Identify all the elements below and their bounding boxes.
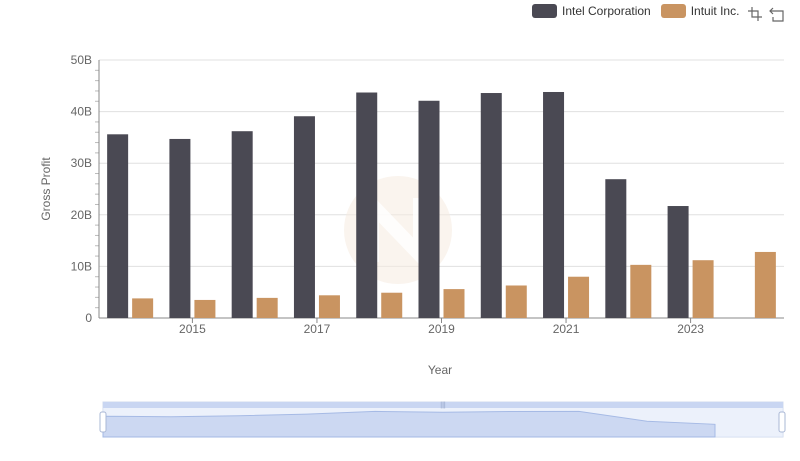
bar-intel-2017[interactable] <box>293 116 315 318</box>
bar-intel-2022[interactable] <box>605 179 627 318</box>
slider-grip-icon[interactable]: ||| <box>440 402 446 409</box>
bar-intel-2016[interactable] <box>231 131 253 318</box>
x-axis-label: Year <box>428 363 452 377</box>
y-axis-label: Gross Profit <box>39 157 53 221</box>
bar-intel-2019[interactable] <box>418 100 440 318</box>
bar-intel-2015[interactable] <box>169 138 191 318</box>
y-tick-label: 50B <box>71 53 92 67</box>
x-tick-label: 2015 <box>179 322 206 336</box>
axes: 0 10B 20B 30B 40B 50B 2015 2017 2019 2021 2023 <box>71 53 784 336</box>
slider-top-bar[interactable] <box>103 402 783 408</box>
slider-preview-area <box>102 410 716 438</box>
legend-swatch-intel <box>532 4 557 18</box>
bar-intuit-2019[interactable] <box>443 289 465 318</box>
legend-label-intuit: Intuit Inc. <box>690 4 740 18</box>
y-tick-label: 40B <box>71 105 92 119</box>
x-tick-label: 2021 <box>553 322 580 336</box>
toolbox <box>747 6 791 22</box>
bar-intuit-2018[interactable] <box>381 292 403 318</box>
bar-intuit-2021[interactable] <box>568 276 590 318</box>
bar-intel-2023[interactable] <box>667 206 689 318</box>
y-tick-label: 0 <box>85 311 92 325</box>
bar-intuit-2014[interactable] <box>132 298 154 318</box>
bar-intel-2018[interactable] <box>356 92 378 319</box>
bar-intel-2021[interactable] <box>543 91 565 318</box>
bar-intuit-2022[interactable] <box>630 264 652 318</box>
bar-intuit-2023[interactable] <box>692 260 714 318</box>
zoom-reset-icon[interactable] <box>769 6 785 22</box>
bar-intuit-2015[interactable] <box>194 299 216 318</box>
legend-item-intel[interactable]: Intel Corporation <box>532 4 651 18</box>
bar-intuit-2017[interactable] <box>318 295 340 318</box>
bar-intel-2014[interactable] <box>107 134 129 318</box>
x-tick-label: 2017 <box>304 322 331 336</box>
legend-item-intuit[interactable]: Intuit Inc. <box>660 4 740 18</box>
y-tick-label: 10B <box>71 259 92 273</box>
bar-intuit-2016[interactable] <box>256 297 278 318</box>
legend-label-intel: Intel Corporation <box>562 4 651 18</box>
legend-swatch-intuit <box>660 4 686 18</box>
bar-intuit-2020[interactable] <box>505 285 527 318</box>
slider-left-handle[interactable] <box>99 411 107 433</box>
y-tick-label: 30B <box>71 156 92 170</box>
bars <box>107 91 776 319</box>
y-tick-label: 20B <box>71 208 92 222</box>
bar-intel-2020[interactable] <box>480 93 502 318</box>
slider-right-handle[interactable] <box>778 411 786 433</box>
zoom-select-icon[interactable] <box>747 6 763 22</box>
x-tick-label: 2023 <box>677 322 704 336</box>
data-zoom-slider[interactable]: ||| <box>99 401 786 438</box>
legend: Intel Corporation Intuit Inc. <box>532 4 749 18</box>
x-tick-label: 2019 <box>428 322 455 336</box>
bar-intuit-2024[interactable] <box>754 251 776 318</box>
